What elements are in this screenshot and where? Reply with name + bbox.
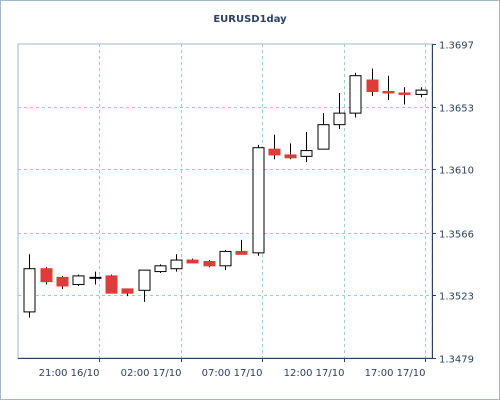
y-tick-label: 1.3523 bbox=[439, 292, 474, 303]
y-tick-label: 1.3610 bbox=[439, 166, 474, 177]
candle-layer bbox=[23, 68, 428, 318]
candle-body-up bbox=[317, 124, 330, 150]
candle-body-down bbox=[398, 92, 411, 95]
y-tick-label: 1.3653 bbox=[439, 104, 474, 115]
candle-body-up bbox=[349, 75, 362, 114]
candle-body-up bbox=[300, 150, 313, 157]
candle bbox=[382, 75, 395, 101]
candle bbox=[40, 267, 53, 285]
candle bbox=[300, 131, 313, 163]
candle bbox=[23, 254, 36, 318]
candle bbox=[252, 144, 265, 256]
candle bbox=[415, 87, 428, 98]
candle-body-up bbox=[219, 250, 232, 267]
candle-body-down bbox=[186, 259, 199, 264]
candle-body-up bbox=[170, 259, 183, 270]
y-tick-label: 1.3697 bbox=[439, 41, 474, 52]
x-tick-label: 17:00 17/10 bbox=[365, 368, 426, 379]
candle bbox=[72, 274, 85, 286]
candle-body-down bbox=[268, 148, 281, 156]
candle-body-up bbox=[333, 112, 346, 126]
x-tick-label: 07:00 17/10 bbox=[202, 368, 263, 379]
candle bbox=[268, 134, 281, 160]
candle bbox=[105, 274, 118, 294]
candle-body-up bbox=[415, 89, 428, 95]
candle bbox=[89, 271, 102, 285]
candle-body-down bbox=[121, 288, 134, 294]
candle-body-down bbox=[105, 275, 118, 294]
candle-body-down bbox=[203, 260, 216, 267]
candle bbox=[121, 288, 134, 297]
candle bbox=[56, 275, 69, 289]
candle bbox=[170, 254, 183, 272]
candle-body-up bbox=[138, 269, 151, 291]
candle bbox=[317, 113, 330, 150]
candle-body-down bbox=[284, 154, 297, 159]
candle-body-down bbox=[40, 268, 53, 283]
candle-body-down bbox=[382, 91, 395, 94]
candle bbox=[366, 68, 379, 96]
candle-body-up bbox=[154, 265, 167, 273]
candle bbox=[186, 258, 199, 264]
candle bbox=[349, 72, 362, 118]
candle-body-up bbox=[252, 147, 265, 254]
axis-layer: 1.3479 1.3523 1.3566 1.3610 1.3653 1.3697 21:0… bbox=[18, 41, 474, 379]
x-tick-label: 12:00 17/10 bbox=[284, 368, 345, 379]
x-tick-label: 21:00 16/10 bbox=[39, 368, 100, 379]
candle-body-up bbox=[89, 276, 102, 279]
candle bbox=[235, 239, 248, 255]
x-tick-label: 02:00 17/10 bbox=[121, 368, 182, 379]
candle bbox=[203, 260, 216, 268]
candle-body-up bbox=[72, 275, 85, 286]
candle bbox=[284, 143, 297, 160]
chart-title: EURUSD1day bbox=[213, 14, 287, 25]
candle bbox=[219, 249, 232, 271]
candle-body-down bbox=[235, 250, 248, 255]
candle-body-down bbox=[56, 276, 69, 287]
candle bbox=[154, 264, 167, 274]
y-tick-label: 1.3566 bbox=[439, 230, 474, 241]
y-tick-label: 1.3479 bbox=[439, 355, 474, 366]
candle-body-down bbox=[366, 79, 379, 93]
candle bbox=[333, 92, 346, 129]
candle bbox=[398, 87, 411, 105]
candle bbox=[138, 269, 151, 302]
candle-body-up bbox=[23, 268, 36, 313]
